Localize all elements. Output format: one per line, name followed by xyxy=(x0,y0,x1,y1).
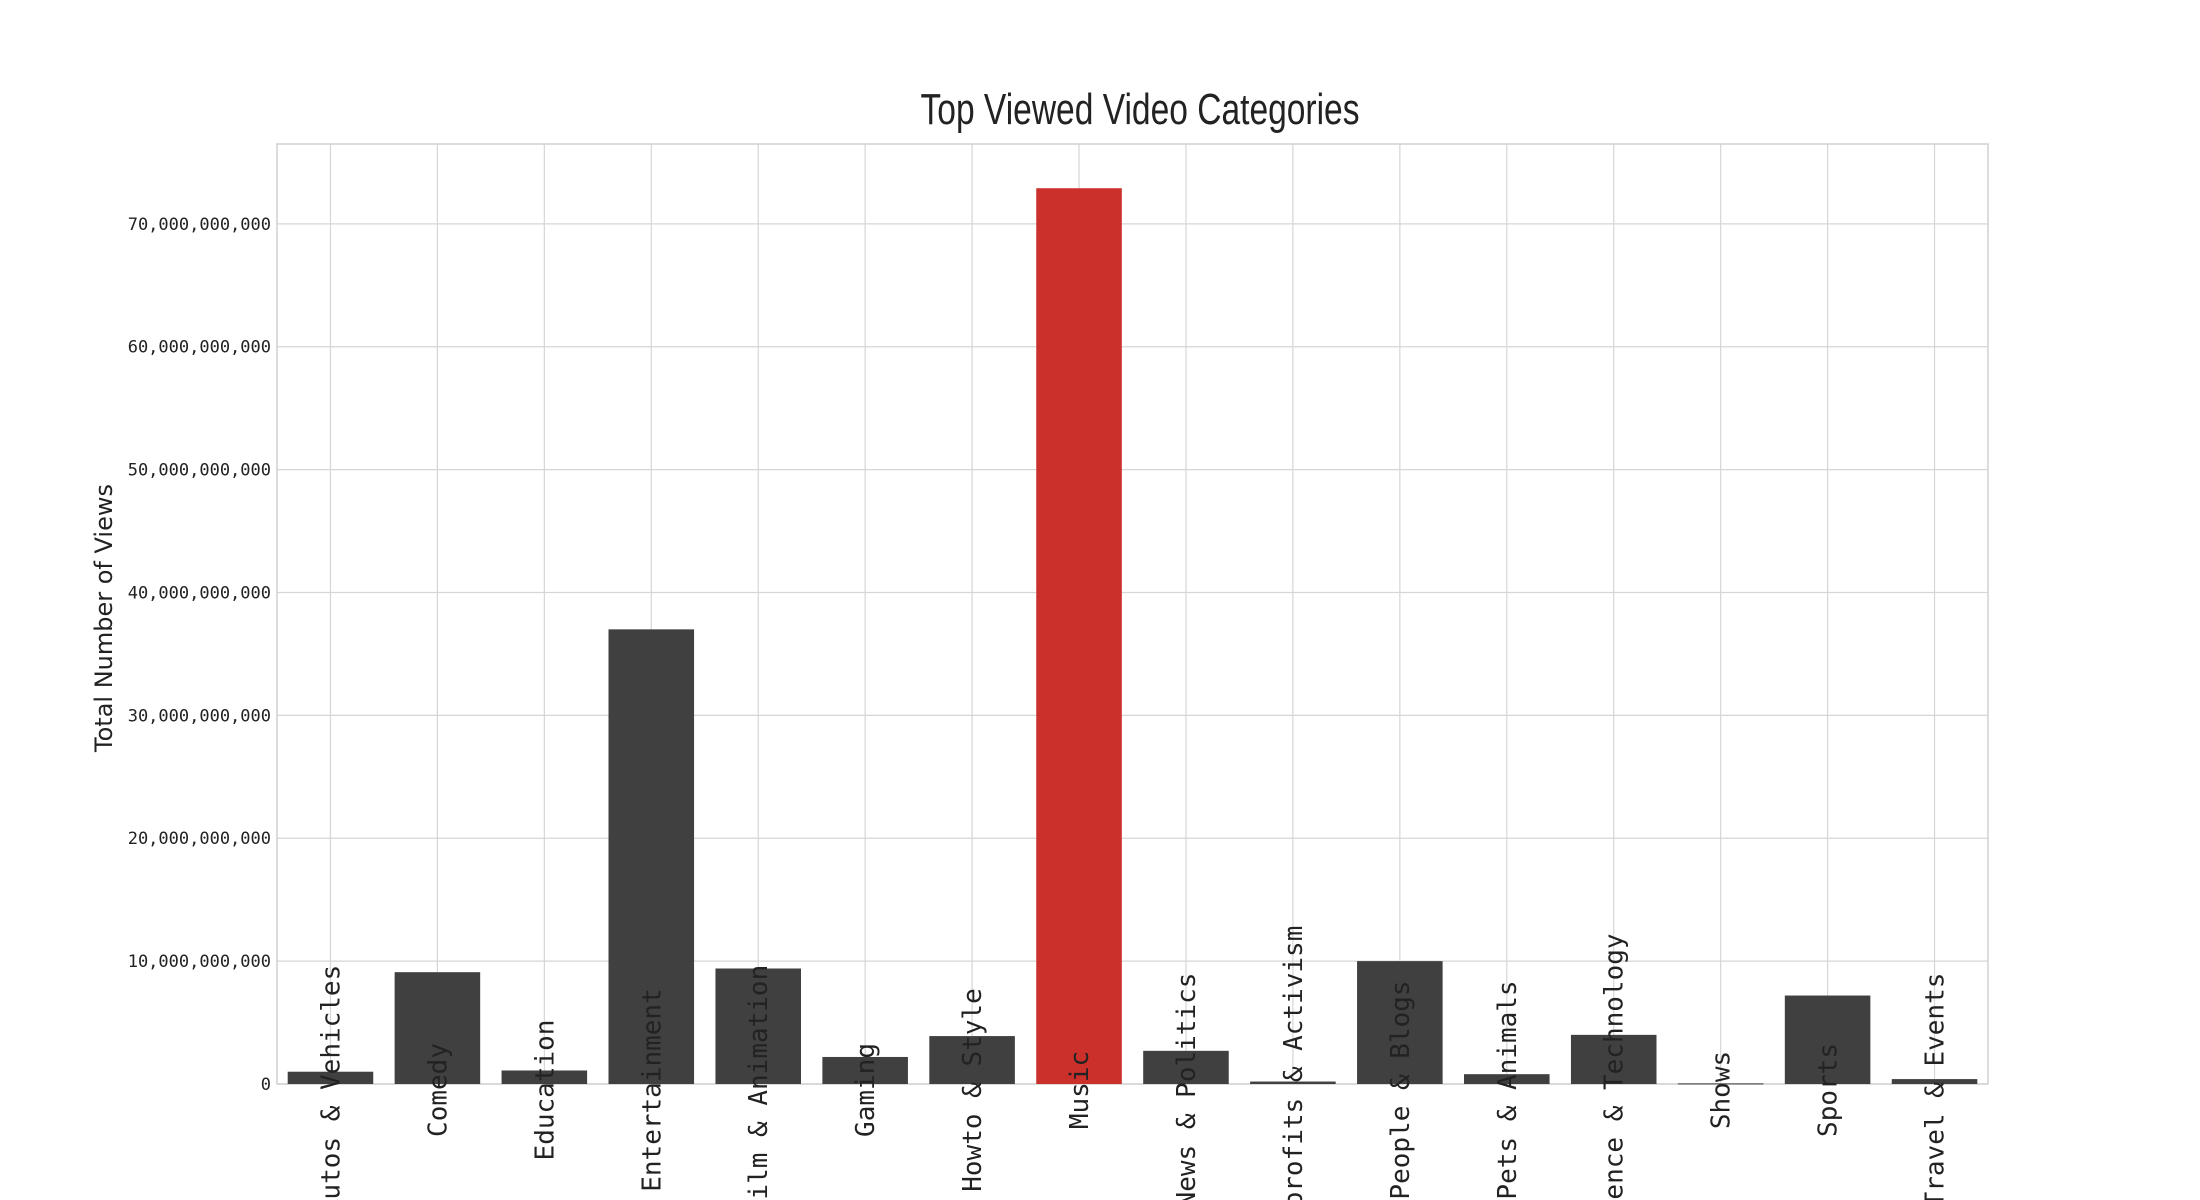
x-tick-label: Education xyxy=(530,1020,560,1161)
plot-area-frame xyxy=(276,143,1989,1085)
bar-shows xyxy=(1677,1083,1764,1085)
x-tick-label: Sports xyxy=(1814,1043,1844,1137)
x-tick-label: News & Politics xyxy=(1172,973,1202,1200)
x-tick-label: Gaming xyxy=(851,1043,881,1137)
y-tick-label: 10,000,000,000 xyxy=(128,952,271,972)
y-tick-label: 60,000,000,000 xyxy=(128,338,271,358)
y-tick-label: 30,000,000,000 xyxy=(128,706,271,726)
bar-sports xyxy=(1784,995,1871,1084)
y-tick-label: 0 xyxy=(261,1075,271,1095)
x-tick-label: People & Blogs xyxy=(1386,980,1416,1199)
x-tick-label: Entertainment xyxy=(637,988,667,1192)
y-tick-label: 40,000,000,000 xyxy=(128,583,271,603)
bar-music xyxy=(1036,188,1122,1084)
bar-comedy xyxy=(394,972,481,1084)
x-tick-label: Travel & Events xyxy=(1921,973,1951,1200)
bar-news-politics xyxy=(1143,1050,1229,1084)
x-tick-label: Pets & Animals xyxy=(1493,980,1523,1199)
x-axis-ticks: Autos & Vehicles Comedy Education Entertain… xyxy=(316,926,1950,1200)
y-tick-label: 20,000,000,000 xyxy=(128,829,271,849)
grid-lines xyxy=(277,144,1988,1085)
bar-nonprofits-activism xyxy=(1250,1081,1336,1084)
bar-education xyxy=(501,1070,588,1084)
x-tick-label: Science & Technology xyxy=(1600,933,1630,1200)
bar-pets-animals xyxy=(1464,1074,1550,1084)
x-tick-label: Shows xyxy=(1707,1051,1737,1129)
x-tick-label: Howto & Style xyxy=(958,988,988,1192)
bar-film-animation xyxy=(715,968,801,1084)
bar-gaming xyxy=(822,1056,908,1084)
bar-science-technology xyxy=(1570,1034,1657,1084)
bar-people-blogs xyxy=(1357,961,1443,1084)
bar-howto-style xyxy=(929,1036,1015,1084)
chart-title: Top Viewed Video Categories xyxy=(921,85,1360,134)
x-tick-label: Nonprofits & Activism xyxy=(1279,926,1309,1200)
x-tick-label: Comedy xyxy=(423,1043,453,1137)
x-tick-label: Film & Animation xyxy=(744,965,774,1200)
x-tick-label: Music xyxy=(1065,1051,1095,1129)
x-tick-label: Autos & Vehicles xyxy=(316,965,346,1200)
bar-autos-vehicles xyxy=(287,1071,374,1084)
bars xyxy=(287,188,1978,1085)
y-axis-ticks: 0 10,000,000,000 20,000,000,000 30,000,000,… xyxy=(128,215,271,1095)
y-tick-label: 50,000,000,000 xyxy=(128,461,271,481)
bar-travel-events xyxy=(1891,1079,1978,1084)
y-tick-label: 70,000,000,000 xyxy=(128,215,271,235)
bar-entertainment xyxy=(608,629,695,1084)
y-axis-label: Total Number of Views xyxy=(90,484,118,753)
